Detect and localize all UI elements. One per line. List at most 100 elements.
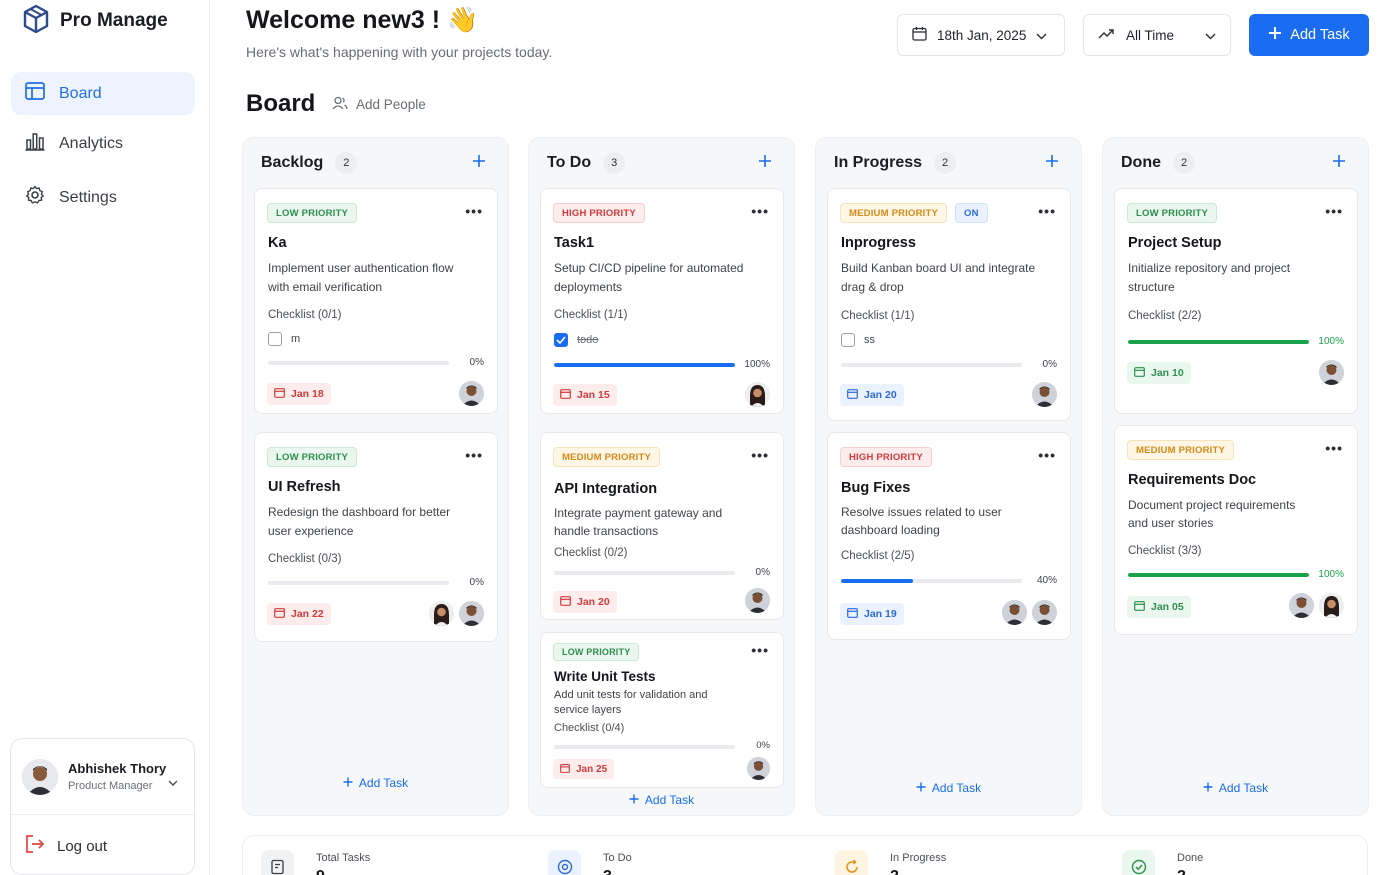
analytics-icon	[25, 131, 45, 156]
column-add-task-link[interactable]: Add Task	[243, 776, 508, 790]
add-task-label: Add Task	[1290, 27, 1350, 43]
avatar[interactable]	[1032, 382, 1057, 407]
avatar[interactable]	[459, 601, 484, 626]
priority-badge: MEDIUM PRIORITY	[553, 447, 661, 467]
checklist-checkbox[interactable]	[841, 333, 855, 347]
chevron-down-icon[interactable]	[168, 773, 178, 791]
more-options-icon[interactable]: •••	[1325, 203, 1343, 219]
checklist-label: Checklist (2/5)	[841, 550, 915, 562]
more-options-icon[interactable]: •••	[751, 203, 769, 219]
task-card[interactable]: LOW PRIORITY ••• Project Setup Initializ…	[1114, 188, 1358, 414]
progress-percent: 0%	[756, 740, 770, 751]
avatar[interactable]	[747, 757, 770, 780]
avatar[interactable]	[459, 381, 484, 406]
column-backlog: Backlog 2 LOW PRIORITY ••• Ka Implement …	[242, 137, 509, 816]
due-date-badge: Jan 15	[553, 384, 617, 406]
avatar	[22, 758, 58, 795]
add-task-label: Add Task	[931, 781, 982, 795]
avatar[interactable]	[745, 588, 770, 613]
avatar[interactable]	[745, 382, 770, 407]
more-options-icon[interactable]: •••	[1325, 440, 1343, 456]
add-card-plus-icon[interactable]	[758, 154, 772, 173]
sidebar-item-board[interactable]: Board	[11, 72, 195, 115]
task-card[interactable]: LOW PRIORITY ••• Ka Implement user authe…	[254, 188, 498, 414]
date-filter-dropdown[interactable]: 18th Jan, 2025	[897, 14, 1065, 56]
avatar[interactable]	[1319, 593, 1344, 618]
column-header: In Progress 2	[834, 152, 957, 174]
calendar-icon	[274, 607, 285, 621]
card-description: Add unit tests for validation and servic…	[554, 689, 708, 716]
refresh-icon	[835, 850, 868, 875]
column-done: Done 2 LOW PRIORITY ••• Project Setup In…	[1102, 137, 1369, 816]
more-options-icon[interactable]: •••	[751, 642, 769, 658]
plus-icon	[916, 781, 926, 795]
checklist-item: m	[268, 332, 300, 346]
add-card-plus-icon[interactable]	[472, 154, 486, 173]
card-title: Bug Fixes	[841, 480, 911, 496]
column-add-task-link[interactable]: Add Task	[529, 793, 794, 807]
welcome-subtitle: Here's what's happening with your projec…	[246, 44, 553, 60]
task-card[interactable]: LOW PRIORITY ••• Write Unit Tests Add un…	[540, 632, 784, 788]
checklist-item-text: todo	[577, 334, 599, 346]
progress-bar	[554, 571, 735, 575]
trend-up-icon	[1098, 28, 1114, 43]
sidebar-item-analytics[interactable]: Analytics	[11, 122, 195, 165]
time-filter-dropdown[interactable]: All Time	[1083, 14, 1231, 56]
card-description: Integrate payment gateway and handle tra…	[554, 506, 723, 538]
column-todo: To Do 3 HIGH PRIORITY ••• Task1 Setup CI…	[528, 137, 795, 816]
add-card-plus-icon[interactable]	[1332, 154, 1346, 173]
more-options-icon[interactable]: •••	[1038, 203, 1056, 219]
sidebar-item-label: Settings	[59, 188, 117, 206]
column-header: Backlog 2	[261, 152, 358, 174]
sidebar-item-label: Analytics	[59, 134, 124, 152]
task-card[interactable]: MEDIUM PRIORITY ON ••• Inprogress Build …	[827, 188, 1071, 421]
card-title: Write Unit Tests	[554, 669, 656, 684]
column-header: To Do 3	[547, 152, 626, 174]
due-date: Jan 20	[864, 389, 897, 401]
more-options-icon[interactable]: •••	[465, 447, 483, 463]
column-add-task-link[interactable]: Add Task	[816, 781, 1081, 795]
avatar[interactable]	[1289, 593, 1314, 618]
progress-bar	[841, 579, 1022, 583]
priority-badge: LOW PRIORITY	[1127, 203, 1218, 223]
user-profile[interactable]: Abhishek Thory Product Manager	[11, 739, 194, 815]
task-card[interactable]: HIGH PRIORITY ••• Task1 Setup CI/CD pipe…	[540, 188, 784, 414]
column-add-task-link[interactable]: Add Task	[1103, 781, 1368, 795]
due-date-badge: Jan 19	[840, 603, 904, 625]
avatar[interactable]	[1319, 360, 1344, 385]
calendar-icon	[560, 763, 570, 776]
assignee-avatars	[429, 601, 484, 626]
due-date-badge: Jan 05	[1127, 596, 1191, 618]
assignee-avatars	[1289, 593, 1344, 618]
checklist-checkbox[interactable]	[268, 332, 282, 346]
assignee-avatars	[1032, 382, 1057, 407]
checklist-label: Checklist (0/2)	[554, 547, 628, 559]
more-options-icon[interactable]: •••	[751, 447, 769, 463]
more-options-icon[interactable]: •••	[1038, 447, 1056, 463]
more-options-icon[interactable]: •••	[465, 203, 483, 219]
add-task-button[interactable]: Add Task	[1249, 14, 1369, 56]
checklist-checkbox[interactable]	[554, 333, 568, 347]
sidebar-item-settings[interactable]: Settings	[11, 176, 195, 219]
progress-percent: 0%	[469, 357, 484, 368]
task-card[interactable]: MEDIUM PRIORITY ••• API Integration Inte…	[540, 432, 784, 620]
card-description: Build Kanban board UI and integrate drag…	[841, 261, 1036, 294]
task-card[interactable]: LOW PRIORITY ••• UI Refresh Redesign the…	[254, 432, 498, 642]
avatar[interactable]	[1032, 600, 1057, 625]
logout-button[interactable]: Log out	[25, 835, 107, 857]
add-people-button[interactable]: Add People	[332, 96, 426, 113]
avatar[interactable]	[429, 601, 454, 626]
avatar[interactable]	[1002, 600, 1027, 625]
board-icon	[25, 82, 45, 105]
card-title: API Integration	[554, 481, 658, 497]
task-card[interactable]: MEDIUM PRIORITY ••• Requirements Doc Doc…	[1114, 425, 1358, 635]
task-card[interactable]: HIGH PRIORITY ••• Bug Fixes Resolve issu…	[827, 432, 1071, 640]
chevron-down-icon	[1036, 28, 1047, 43]
checklist-label: Checklist (1/1)	[841, 310, 915, 322]
tasks-icon	[261, 850, 294, 875]
assignee-avatars	[459, 381, 484, 406]
brand[interactable]: Pro Manage	[22, 4, 168, 36]
checklist-label: Checklist (0/3)	[268, 553, 342, 565]
card-title: Ka	[268, 235, 287, 251]
add-card-plus-icon[interactable]	[1045, 154, 1059, 173]
